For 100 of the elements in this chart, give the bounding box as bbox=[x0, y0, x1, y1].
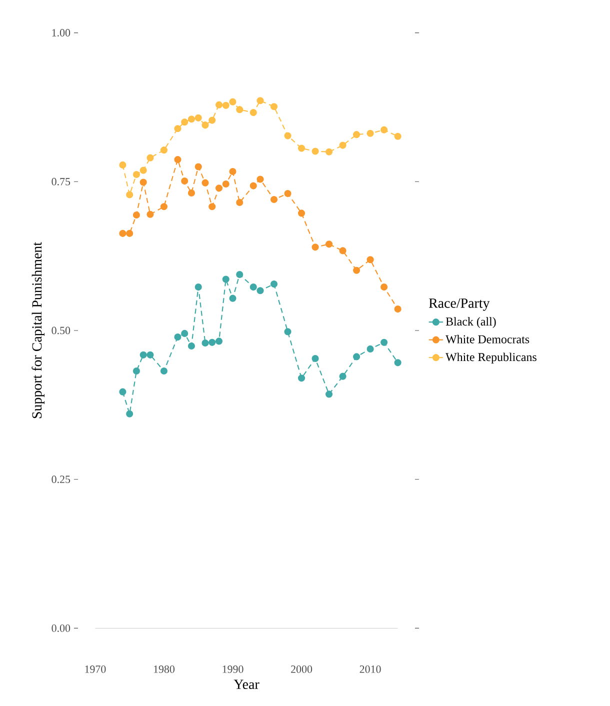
point bbox=[132, 367, 140, 375]
point bbox=[222, 102, 230, 109]
point bbox=[188, 116, 196, 123]
x-tick-label: 2000 bbox=[291, 666, 312, 673]
point bbox=[140, 166, 147, 174]
point bbox=[229, 98, 236, 106]
point bbox=[284, 190, 292, 198]
point bbox=[270, 280, 278, 288]
point bbox=[284, 132, 292, 140]
point bbox=[160, 367, 168, 375]
point bbox=[312, 354, 319, 362]
point bbox=[146, 154, 154, 162]
point bbox=[194, 283, 202, 291]
point bbox=[146, 210, 154, 218]
point bbox=[236, 270, 244, 278]
point bbox=[394, 359, 402, 366]
legend-title: Race/Party bbox=[428, 298, 490, 311]
x-tick-label: 1980 bbox=[154, 666, 175, 673]
point bbox=[256, 287, 264, 294]
x-axis-title: Year bbox=[234, 680, 260, 690]
point bbox=[394, 132, 402, 140]
point bbox=[298, 210, 306, 217]
point bbox=[202, 122, 209, 129]
point bbox=[215, 338, 223, 345]
point bbox=[208, 116, 216, 124]
point bbox=[181, 118, 188, 126]
point bbox=[229, 294, 236, 302]
point bbox=[208, 338, 216, 346]
point bbox=[339, 142, 346, 149]
point bbox=[256, 97, 264, 104]
point bbox=[146, 351, 154, 358]
point bbox=[250, 109, 257, 116]
point bbox=[181, 330, 188, 338]
legend-label: White Republicans bbox=[446, 352, 536, 364]
y-tick-label: 0.50 bbox=[52, 326, 70, 334]
point bbox=[222, 180, 230, 188]
y-tick-label: 0.00 bbox=[52, 624, 70, 632]
point bbox=[366, 130, 374, 137]
point bbox=[215, 184, 223, 192]
point bbox=[174, 334, 182, 341]
point bbox=[174, 156, 182, 164]
legend-label: Black (all) bbox=[446, 317, 496, 328]
point bbox=[119, 161, 126, 168]
point bbox=[132, 211, 140, 219]
point bbox=[270, 196, 278, 204]
point bbox=[202, 179, 209, 186]
point bbox=[270, 103, 278, 110]
point bbox=[312, 148, 319, 155]
point bbox=[126, 191, 134, 198]
point bbox=[353, 266, 360, 274]
point bbox=[119, 230, 126, 237]
point bbox=[325, 390, 333, 398]
point bbox=[181, 177, 188, 185]
point bbox=[250, 283, 257, 291]
y-axis-title: Support for Capital Punishment bbox=[32, 242, 44, 418]
point bbox=[160, 203, 168, 210]
point bbox=[236, 106, 244, 114]
point bbox=[215, 101, 223, 108]
point bbox=[380, 338, 388, 346]
point bbox=[236, 198, 244, 206]
point bbox=[284, 328, 292, 336]
point bbox=[298, 374, 306, 382]
point bbox=[188, 342, 196, 350]
point bbox=[366, 256, 374, 264]
point bbox=[174, 125, 182, 132]
point bbox=[250, 182, 257, 190]
point bbox=[380, 126, 388, 134]
point bbox=[229, 168, 236, 176]
point bbox=[298, 144, 306, 152]
point bbox=[188, 189, 196, 196]
point bbox=[140, 351, 147, 358]
point bbox=[160, 146, 168, 154]
point bbox=[194, 114, 202, 122]
point bbox=[380, 283, 388, 291]
y-tick-label: 0.75 bbox=[52, 178, 70, 186]
x-tick-label: 1970 bbox=[85, 666, 106, 673]
point bbox=[132, 170, 140, 178]
point bbox=[119, 388, 126, 396]
point bbox=[353, 131, 360, 138]
point bbox=[353, 353, 360, 360]
point bbox=[325, 148, 333, 156]
point bbox=[256, 176, 264, 183]
point bbox=[202, 339, 209, 347]
y-tick-label: 0.25 bbox=[52, 476, 70, 484]
point bbox=[208, 203, 216, 210]
point bbox=[222, 276, 230, 283]
x-tick-label: 1990 bbox=[222, 666, 244, 673]
point bbox=[339, 247, 346, 254]
point bbox=[394, 306, 402, 313]
point bbox=[312, 244, 319, 251]
point bbox=[339, 372, 346, 380]
point bbox=[325, 240, 333, 248]
point bbox=[366, 345, 374, 352]
point bbox=[126, 410, 134, 418]
x-tick-label: 2010 bbox=[360, 666, 381, 673]
point bbox=[140, 178, 147, 186]
y-tick-label: 1.00 bbox=[52, 29, 70, 36]
point bbox=[126, 230, 134, 237]
legend-label: White Democrats bbox=[446, 334, 530, 344]
point bbox=[194, 163, 202, 170]
